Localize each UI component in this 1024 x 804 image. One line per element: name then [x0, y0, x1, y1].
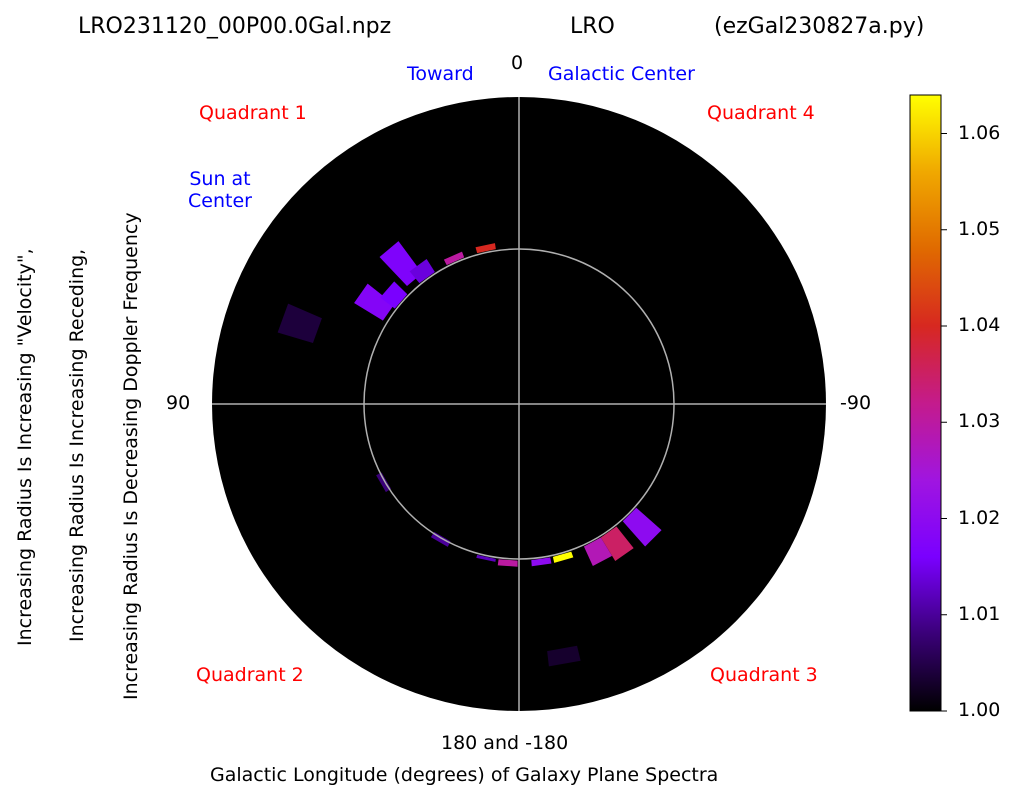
quadrant-3-label: Quadrant 3	[710, 664, 818, 686]
angle-label-180: 180 and -180	[441, 732, 569, 754]
galactic-center-label: Galactic Center	[548, 63, 695, 85]
heat-wedge-4	[409, 259, 435, 284]
colorbar-tick-label-0: 1.06	[958, 121, 1001, 144]
colorbar-tick-label-3: 1.03	[958, 410, 1001, 433]
heat-wedge-13	[476, 554, 496, 562]
heat-wedge-0	[277, 303, 322, 343]
colorbar	[909, 94, 942, 712]
heat-wedge-11	[531, 557, 552, 567]
heat-wedge-14	[430, 532, 451, 547]
angle-label-0: 0	[511, 52, 524, 74]
heat-wedge-8	[600, 526, 634, 562]
file-title: LRO231120_00P00.0Gal.npz	[78, 14, 392, 39]
heat-wedge-15	[376, 472, 391, 493]
colorbar-tick-label-4: 1.02	[958, 506, 1001, 529]
sun-label-line2: Center	[188, 190, 252, 212]
inner-radius-circle	[363, 248, 675, 560]
station-title: LRO	[570, 14, 615, 39]
colorbar-tick-label-5: 1.01	[958, 602, 1001, 625]
script-title: (ezGal230827a.py)	[714, 14, 925, 39]
sun-at-center-label: Sun at Center	[178, 168, 262, 212]
heat-wedge-10	[552, 551, 574, 563]
angle-label-90: 90	[166, 392, 191, 414]
wedge-group	[277, 241, 662, 667]
sun-label-line1: Sun at	[189, 168, 251, 190]
heat-wedge-6	[475, 243, 496, 254]
colorbar-tick-label-2: 1.04	[958, 314, 1001, 336]
colorbar-tick-label-6: 1.00	[958, 699, 1001, 721]
quadrant-2-label: Quadrant 2	[196, 664, 304, 686]
toward-label: Toward	[407, 63, 474, 85]
colorbar-tick-label-1: 1.05	[958, 217, 1001, 240]
angle-label-neg90: -90	[840, 392, 872, 414]
x-axis-label: Galactic Longitude (degrees) of Galaxy P…	[210, 764, 719, 786]
colorbar-ticks	[941, 133, 947, 712]
quadrant-1-label: Quadrant 1	[199, 102, 307, 124]
heat-wedge-3	[379, 241, 423, 286]
heat-wedge-1	[354, 283, 395, 321]
heat-wedge-2	[380, 281, 408, 309]
quadrant-4-label: Quadrant 4	[707, 102, 815, 124]
heat-wedge-5	[443, 251, 465, 266]
heat-wedge-16	[547, 645, 581, 667]
heat-wedge-12	[497, 559, 518, 567]
heat-wedge-7	[622, 507, 662, 547]
heat-wedge-9	[583, 537, 613, 567]
